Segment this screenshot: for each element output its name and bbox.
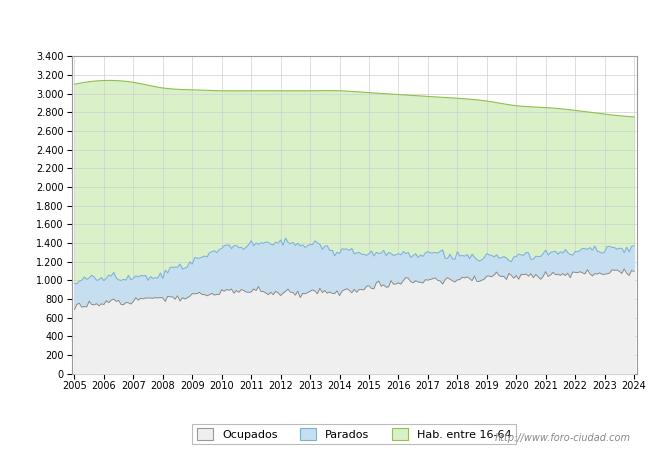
Text: http://www.foro-ciudad.com: http://www.foro-ciudad.com — [495, 433, 630, 443]
Text: foro-ciudad.com: foro-ciudad.com — [227, 201, 482, 229]
Legend: Ocupados, Parados, Hab. entre 16-64: Ocupados, Parados, Hab. entre 16-64 — [192, 424, 517, 444]
Text: O Pino - Evolucion de la poblacion en edad de Trabajar Mayo de 2024: O Pino - Evolucion de la poblacion en ed… — [94, 17, 556, 30]
